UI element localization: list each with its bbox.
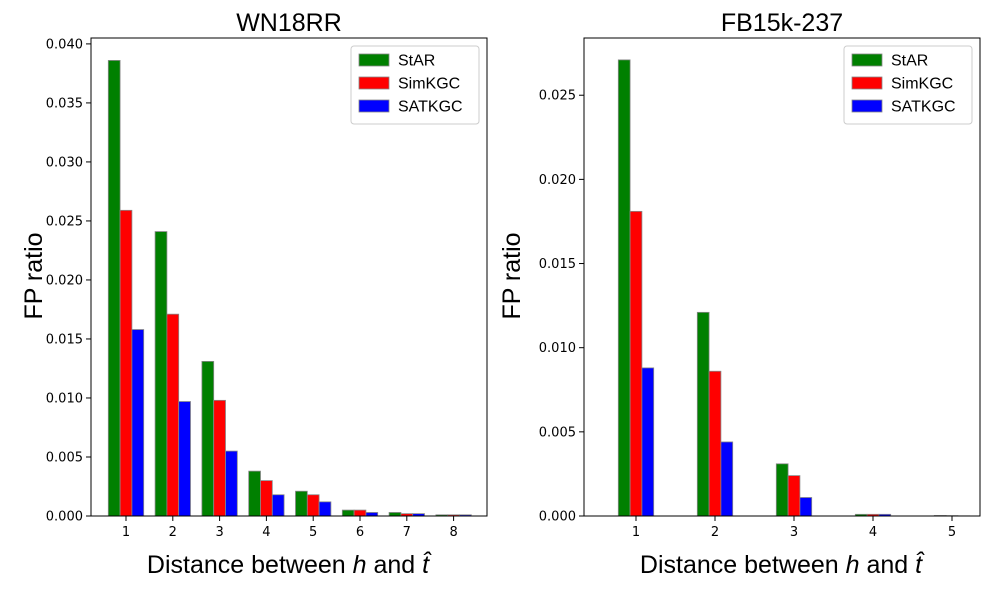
plot-frame bbox=[90, 37, 488, 517]
x-tick-label: 1 bbox=[632, 525, 640, 540]
x-tick-label: 7 bbox=[403, 525, 411, 540]
legend-label-simkgc: SimKGC bbox=[891, 76, 953, 93]
x-tick-label: 2 bbox=[169, 525, 177, 540]
x-tick-label: 3 bbox=[215, 525, 223, 540]
chart-title: FB15k-237 bbox=[721, 9, 843, 37]
bar-star-1 bbox=[617, 59, 631, 517]
y-tick-label: 0.025 bbox=[539, 89, 576, 104]
bar-simkgc-4 bbox=[260, 480, 273, 517]
x-ticks: 1 2 3 4 5 bbox=[632, 516, 956, 540]
bar-satkgc-3 bbox=[799, 497, 813, 517]
bars bbox=[617, 59, 971, 517]
x-tick-label: 1 bbox=[122, 525, 130, 540]
chart-fb15k-237: FB15k-237 FP ratio Distance between h an… bbox=[498, 9, 981, 579]
chart-wn18rr: WN18RR FP ratio Distance between h and t… bbox=[20, 9, 488, 579]
y-axis-label: FP ratio bbox=[20, 232, 48, 319]
legend-swatch-simkgc bbox=[358, 76, 390, 90]
y-tick-label: 0.020 bbox=[46, 273, 83, 288]
bar-star-1 bbox=[107, 60, 121, 517]
y-tick-label: 0.015 bbox=[46, 332, 83, 347]
legend-label-simkgc: SimKGC bbox=[398, 76, 460, 93]
bar-satkgc-5 bbox=[318, 501, 332, 517]
legend-swatch-star bbox=[358, 53, 390, 67]
y-axis-label: FP ratio bbox=[498, 232, 526, 319]
bar-simkgc-2 bbox=[708, 370, 722, 517]
bar-simkgc-2 bbox=[166, 313, 180, 517]
x-tick-label: 5 bbox=[948, 525, 956, 540]
bars bbox=[107, 60, 472, 517]
x-tick-label: 4 bbox=[869, 525, 877, 540]
bar-simkgc-3 bbox=[787, 475, 801, 517]
legend-label-star: StAR bbox=[891, 53, 928, 70]
y-tick-label: 0.005 bbox=[46, 450, 83, 465]
x-tick-label: 5 bbox=[309, 525, 317, 540]
legend-label-star: StAR bbox=[398, 53, 435, 70]
x-axis-label: Distance between h and t̂ bbox=[147, 551, 433, 579]
y-tick-label: 0.000 bbox=[46, 510, 83, 525]
x-tick-label: 8 bbox=[449, 525, 457, 540]
y-tick-label: 0.040 bbox=[46, 37, 83, 52]
bar-star-7 bbox=[388, 512, 402, 517]
plot-frame bbox=[583, 37, 981, 517]
y-tick-label: 0.025 bbox=[46, 214, 83, 229]
legend-swatch-simkgc bbox=[851, 76, 883, 90]
y-tick-label: 0.035 bbox=[46, 96, 83, 111]
x-tick-label: 4 bbox=[262, 525, 270, 540]
bar-star-3 bbox=[775, 463, 789, 517]
y-tick-label: 0.005 bbox=[539, 425, 576, 440]
chart-title: WN18RR bbox=[236, 9, 342, 37]
legend-swatch-satkgc bbox=[851, 99, 883, 113]
y-tick-label: 0.020 bbox=[539, 173, 576, 188]
bar-satkgc-4 bbox=[271, 494, 285, 517]
legend-label-satkgc: SATKGC bbox=[891, 99, 956, 116]
x-tick-label: 2 bbox=[711, 525, 719, 540]
x-axis-label: Distance between h and t̂ bbox=[640, 551, 926, 579]
x-tick-label: 6 bbox=[356, 525, 364, 540]
legend-swatch-satkgc bbox=[358, 99, 390, 113]
legend: StAR SimKGC SATKGC bbox=[843, 45, 973, 125]
y-tick-label: 0.010 bbox=[539, 341, 576, 356]
bar-star-2 bbox=[154, 231, 168, 517]
bar-satkgc-3 bbox=[225, 450, 238, 517]
x-ticks: 1 2 3 4 5 6 7 8 bbox=[122, 516, 458, 540]
bar-satkgc-6 bbox=[365, 512, 379, 517]
bar-satkgc-2 bbox=[720, 441, 734, 517]
bar-star-4 bbox=[248, 470, 261, 517]
y-ticks: 0.000 0.005 0.010 0.015 0.020 0.025 bbox=[539, 89, 584, 525]
y-ticks: 0.000 0.005 0.010 0.015 0.020 0.025 0.030 0.035… bbox=[46, 37, 91, 525]
bar-simkgc-3 bbox=[213, 399, 226, 517]
bar-satkgc-2 bbox=[178, 401, 191, 517]
bar-star-2 bbox=[696, 311, 710, 517]
legend: StAR SimKGC SATKGC bbox=[350, 45, 480, 125]
bar-simkgc-1 bbox=[119, 209, 133, 517]
bar-satkgc-1 bbox=[131, 329, 145, 517]
bar-star-6 bbox=[341, 509, 355, 517]
y-tick-label: 0.015 bbox=[539, 257, 576, 272]
bar-star-3 bbox=[201, 360, 215, 517]
bar-simkgc-6 bbox=[353, 509, 367, 517]
bar-satkgc-1 bbox=[641, 367, 655, 517]
y-tick-label: 0.010 bbox=[46, 391, 83, 406]
legend-swatch-star bbox=[851, 53, 883, 67]
y-tick-label: 0.030 bbox=[46, 155, 83, 170]
legend-label-satkgc: SATKGC bbox=[398, 99, 463, 116]
y-tick-label: 0.000 bbox=[539, 510, 576, 525]
bar-simkgc-1 bbox=[629, 210, 643, 517]
bar-simkgc-5 bbox=[306, 494, 320, 517]
x-tick-label: 3 bbox=[790, 525, 798, 540]
bar-star-5 bbox=[295, 490, 308, 517]
